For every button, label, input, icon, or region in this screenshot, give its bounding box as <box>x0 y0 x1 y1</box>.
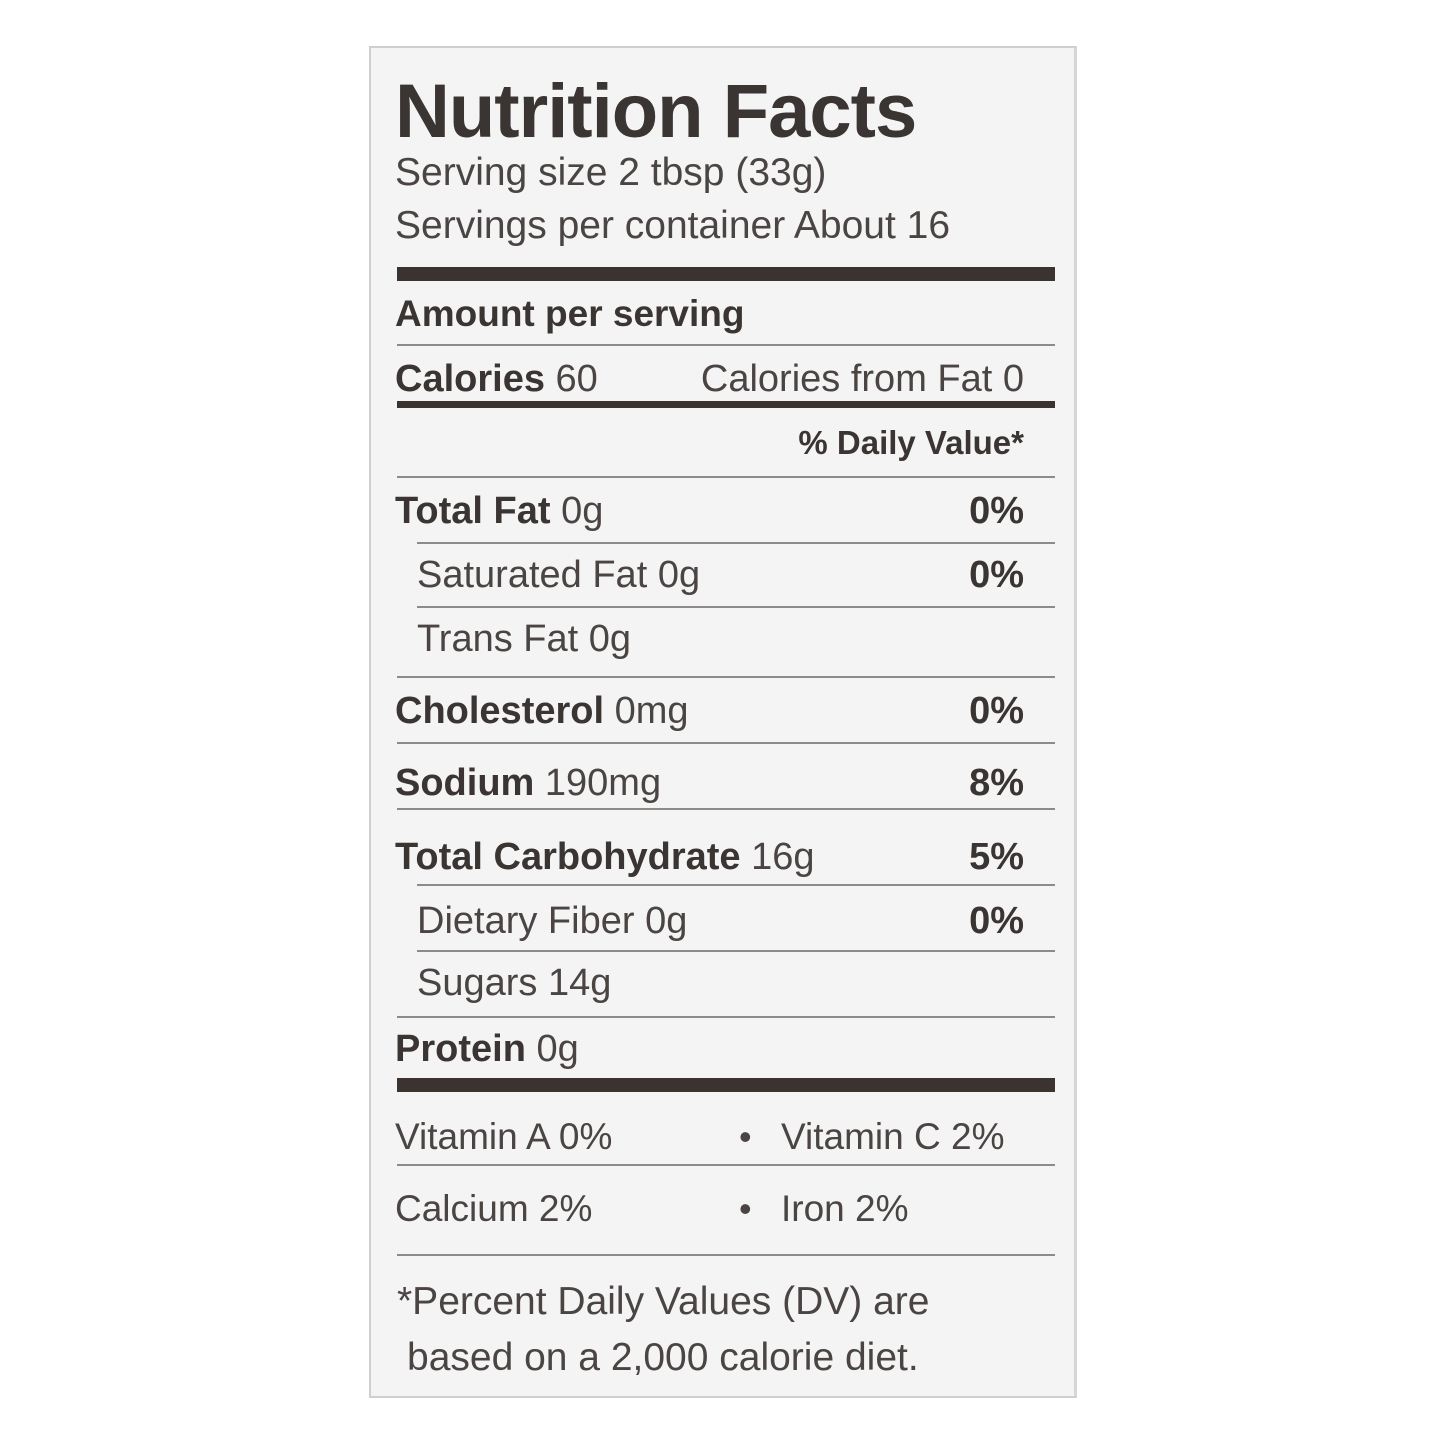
calories-value: 60 <box>555 358 598 400</box>
nutrient-row-saturated-fat: Saturated Fat 0g <box>417 554 700 597</box>
nutrient-row-sodium: Sodium 190mg <box>395 762 661 805</box>
serving-size: Serving size 2 tbsp (33g) <box>395 151 827 194</box>
nutrient-name: Total Carbohydrate <box>395 836 741 878</box>
nutrient-dv: 5% <box>969 836 1024 878</box>
nutrition-facts-panel: Nutrition Facts Serving size 2 tbsp (33g… <box>369 46 1077 1398</box>
divider <box>397 476 1055 478</box>
nutrient-amount: 0g <box>588 618 632 660</box>
nutrient-name: Trans Fat <box>417 618 579 660</box>
calories-from-fat: Calories from Fat 0 <box>700 358 1024 400</box>
nutrient-dv: 0% <box>969 490 1024 532</box>
divider <box>397 1016 1055 1018</box>
nutrient-name: Cholesterol <box>395 690 605 732</box>
amount-per-serving: Amount per serving <box>395 293 745 334</box>
iron: Iron 2% <box>781 1188 909 1229</box>
servings-per-container: Servings per container About 16 <box>395 204 951 247</box>
nutrient-name: Sugars <box>417 962 538 1004</box>
nutrition-facts-title: Nutrition Facts <box>395 69 917 154</box>
nutrient-amount: 0g <box>536 1028 579 1070</box>
nutrient-row-total-fat: Total Fat 0g <box>395 490 603 533</box>
divider <box>397 742 1055 744</box>
nutrient-dv: 0% <box>969 554 1024 596</box>
calories-label: Calories <box>395 358 545 400</box>
nutrient-amount: 16g <box>751 836 815 878</box>
nutrient-amount: 0g <box>561 490 604 532</box>
calcium: Calcium 2% <box>395 1188 593 1229</box>
nutrient-name: Sodium <box>395 762 535 804</box>
nutrient-dv: 8% <box>969 762 1024 804</box>
divider <box>417 884 1055 886</box>
nutrient-row-cholesterol: Cholesterol 0mg <box>395 690 689 733</box>
nutrient-dv: 0% <box>969 900 1024 942</box>
vitamin-separator: • <box>739 1116 752 1157</box>
divider <box>417 606 1055 608</box>
nutrient-row-dietary-fiber: Dietary Fiber 0g <box>417 900 687 943</box>
nutrient-dv: 0% <box>969 690 1024 732</box>
divider <box>417 950 1055 952</box>
nutrient-name: Protein <box>395 1028 526 1070</box>
nutrient-name: Total Fat <box>395 490 551 532</box>
nutrient-amount: 0g <box>657 554 701 596</box>
nutrient-name: Dietary Fiber <box>417 900 635 942</box>
nutrient-amount: 0g <box>645 900 688 942</box>
nutrient-row-protein: Protein 0g <box>395 1028 579 1071</box>
footnote-line-1: *Percent Daily Values (DV) are <box>397 1280 930 1323</box>
nutrient-row-total-carbohydrate: Total Carbohydrate 16g <box>395 836 815 879</box>
vitamin-a: Vitamin A 0% <box>395 1116 613 1157</box>
divider <box>397 1254 1055 1256</box>
calories-row: Calories 60 <box>395 358 598 401</box>
divider <box>397 808 1055 810</box>
nutrient-name: Saturated Fat <box>417 554 648 596</box>
divider <box>397 344 1055 346</box>
divider <box>397 676 1055 678</box>
nutrient-amount: 0mg <box>614 690 689 732</box>
thick-divider-top <box>397 267 1055 281</box>
vitamin-c: Vitamin C 2% <box>781 1116 1005 1157</box>
nutrient-amount: 190mg <box>544 762 662 804</box>
divider <box>417 542 1055 544</box>
footnote-line-2: based on a 2,000 calorie diet. <box>407 1336 919 1379</box>
daily-value-header: % Daily Value* <box>798 424 1024 461</box>
thick-divider-bottom <box>397 1078 1055 1092</box>
vitamin-separator: • <box>739 1188 752 1229</box>
nutrient-amount: 14g <box>547 962 612 1004</box>
nutrient-row-trans-fat: Trans Fat 0g <box>417 618 631 661</box>
nutrient-row-sugars: Sugars 14g <box>417 962 611 1005</box>
divider <box>397 1164 1055 1166</box>
medium-divider <box>397 401 1055 408</box>
